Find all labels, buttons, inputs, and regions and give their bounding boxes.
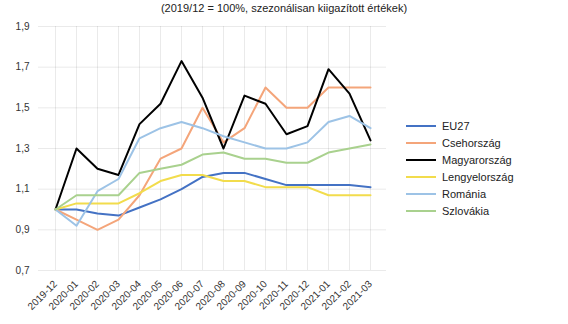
html-text:EU27: EU27 — [442, 119, 470, 132]
svg-text:0,9: 0,9 — [16, 224, 30, 235]
svg-text:2020-08: 2020-08 — [193, 278, 228, 312]
svg-text:2020-01: 2020-01 — [46, 278, 81, 312]
svg-text:2020-10: 2020-10 — [235, 278, 270, 312]
html-text:Lengyelország: Lengyelország — [442, 170, 514, 183]
html-text:(2019/12 = 100%, szezonálisan: (2019/12 = 100%, szezonálisan kiigazítot… — [160, 2, 408, 14]
html-text:Szlovákia: Szlovákia — [442, 204, 490, 217]
svg-text:2021-01: 2021-01 — [298, 278, 333, 312]
svg-text:2019-12: 2019-12 — [25, 278, 60, 312]
svg-text:2021-03: 2021-03 — [340, 278, 374, 312]
svg-text:0,7: 0,7 — [16, 265, 30, 276]
svg-text:2020-04: 2020-04 — [109, 278, 144, 312]
svg-text:1,9: 1,9 — [16, 21, 30, 32]
svg-text:2020-05: 2020-05 — [130, 278, 165, 312]
svg-text:1,7: 1,7 — [16, 61, 30, 72]
svg-text:2020-06: 2020-06 — [151, 278, 186, 312]
svg-text:1,5: 1,5 — [16, 102, 30, 113]
svg-text:2020-09: 2020-09 — [214, 278, 249, 312]
html-text:Csehország: Csehország — [442, 136, 501, 149]
svg-text:2020-12: 2020-12 — [277, 278, 312, 312]
svg-text:1,3: 1,3 — [16, 143, 30, 154]
html-text:Magyarország: Magyarország — [442, 153, 512, 166]
svg-text:2020-03: 2020-03 — [88, 278, 123, 312]
svg-text:2021-02: 2021-02 — [319, 278, 354, 312]
svg-text:2020-07: 2020-07 — [172, 278, 207, 312]
svg-text:2020-11: 2020-11 — [257, 278, 291, 312]
svg-text:1,1: 1,1 — [16, 183, 30, 194]
svg-text:2020-02: 2020-02 — [67, 278, 102, 312]
html-text:Románia: Románia — [442, 187, 486, 200]
